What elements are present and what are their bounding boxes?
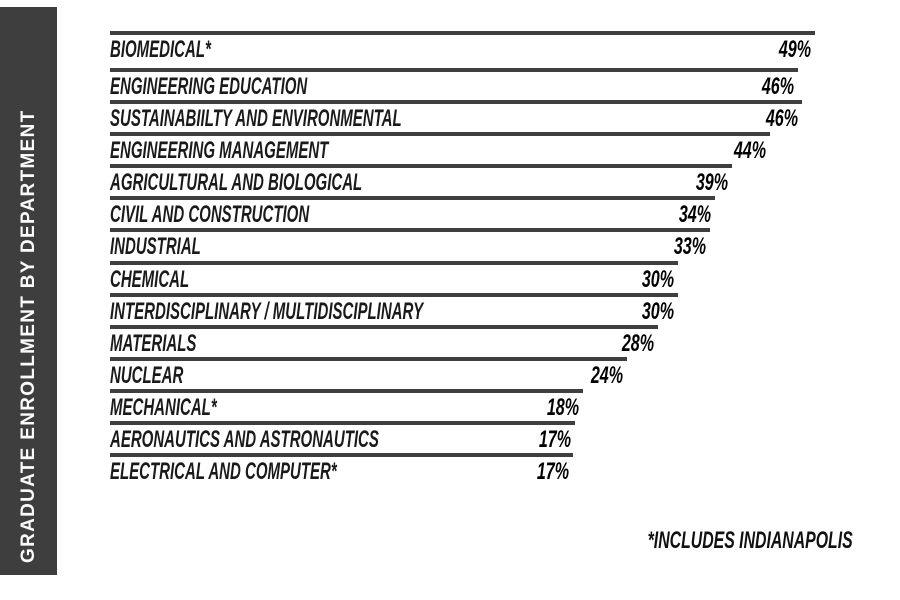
bar-row: INDUSTRIAL 33%	[110, 228, 710, 260]
bar-value-label: 18%	[546, 393, 579, 421]
footnote: *INCLUDES INDIANAPOLIS	[647, 527, 853, 554]
bar-category-label: INDUSTRIAL	[110, 233, 201, 261]
bar-category-label: ENGINEERING EDUCATION	[110, 73, 308, 100]
bar-category-label: BIOMEDICAL*	[110, 36, 211, 63]
title-sidebar	[0, 7, 57, 575]
bar-row: CHEMICAL 30%	[110, 260, 678, 293]
bar-row: SUSTAINABIILTY AND ENVIRONMENTAL 46%	[110, 100, 802, 132]
bar-value-label: 17%	[536, 458, 569, 486]
bar-row: AERONAUTICS AND ASTRONAUTICS 17%	[110, 421, 575, 453]
bar-category-label: CIVIL AND CONSTRUCTION	[110, 201, 310, 229]
bar-row: ELECTRICAL AND COMPUTER* 17%	[110, 453, 573, 485]
bar-row: MECHANICAL* 18%	[110, 388, 583, 421]
bar-rows: BIOMEDICAL* 49% ENGINEERING EDUCATION 46% SU…	[110, 31, 815, 485]
bar-category-label: ELECTRICAL AND COMPUTER*	[110, 458, 337, 486]
bar-row: INTERDISCIPLINARY / MULTIDISCIPLINARY 30%	[110, 292, 678, 325]
bar-row: AGRICULTURAL AND BIOLOGICAL 39%	[110, 164, 732, 196]
bar-category-label: MECHANICAL*	[110, 393, 217, 421]
bar-category-label: AGRICULTURAL AND BIOLOGICAL	[110, 169, 363, 197]
bar-category-label: ENGINEERING MANAGEMENT	[110, 137, 329, 165]
bar-value-label: 44%	[733, 137, 766, 165]
bar-row: MATERIALS 28%	[110, 324, 658, 357]
bar-value-label: 24%	[590, 361, 623, 389]
bar-row: BIOMEDICAL* 49%	[110, 31, 815, 68]
bar-row: ENGINEERING EDUCATION 46%	[110, 68, 798, 100]
bar-row: ENGINEERING MANAGEMENT 44%	[110, 132, 770, 164]
bar-category-label: INTERDISCIPLINARY / MULTIDISCIPLINARY	[110, 297, 424, 325]
bar-value-label: 28%	[621, 329, 654, 357]
bar-value-label: 39%	[695, 169, 728, 197]
bar-value-label: 17%	[538, 426, 571, 454]
bar-category-label: AERONAUTICS AND ASTRONAUTICS	[110, 426, 379, 454]
bar-value-label: 49%	[778, 36, 811, 63]
bar-category-label: CHEMICAL	[110, 265, 190, 293]
bar-row: CIVIL AND CONSTRUCTION 34%	[110, 196, 715, 228]
bar-category-label: NUCLEAR	[110, 361, 184, 389]
bar-value-label: 30%	[641, 265, 674, 293]
bar-category-label: SUSTAINABIILTY AND ENVIRONMENTAL	[110, 105, 402, 133]
bar-value-label: 46%	[765, 105, 798, 133]
bar-category-label: MATERIALS	[110, 329, 197, 357]
bar-value-label: 33%	[673, 233, 706, 261]
chart-title: GRADUATE ENROLLMENT BY DEPARTMENT	[18, 109, 39, 563]
bar-value-label: 30%	[641, 297, 674, 325]
bar-value-label: 46%	[761, 73, 794, 100]
bar-row: NUCLEAR 24%	[110, 356, 627, 389]
bar-value-label: 34%	[678, 201, 711, 229]
